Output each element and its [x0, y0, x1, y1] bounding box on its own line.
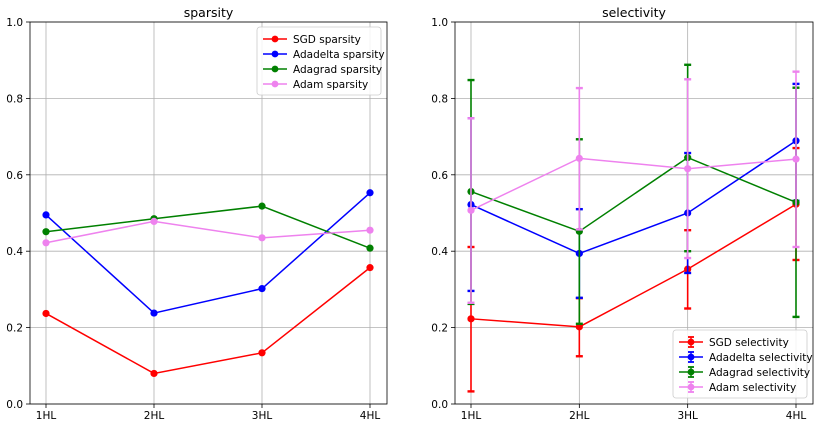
legend-marker [271, 80, 279, 88]
y-tick-label: 0.6 [6, 170, 23, 182]
data-point [258, 349, 266, 357]
data-point [366, 226, 374, 234]
data-point [42, 211, 50, 219]
y-tick-label: 0.2 [431, 323, 448, 335]
legend-entry: Adam sparsity [263, 79, 368, 91]
legend-entry: SGD sparsity [263, 34, 361, 46]
y-tick-label: 0.4 [431, 246, 448, 258]
x-tick-label: 2HL [569, 410, 590, 422]
legend-entry: Adagrad selectivity [679, 366, 810, 379]
series-4 [42, 217, 374, 247]
data-point [467, 206, 475, 214]
chart-title: selectivity [602, 5, 666, 20]
series-3 [42, 202, 374, 252]
x-tick-label: 2HL [144, 410, 165, 422]
y-tick-label: 0.4 [6, 246, 23, 258]
y-tick-label: 0.8 [431, 93, 448, 105]
series-line [45, 220, 371, 244]
series-3 [467, 63, 800, 325]
data-point [42, 239, 50, 247]
y-tick-label: 0.0 [431, 399, 448, 411]
legend-entry: SGD selectivity [679, 336, 789, 349]
x-tick-label: 4HL [786, 410, 807, 422]
data-point [42, 309, 50, 318]
data-point [366, 244, 374, 252]
legend-entry: Adadelta selectivity [679, 351, 813, 364]
data-point [258, 234, 266, 242]
data-point [575, 323, 583, 331]
legend-box [256, 26, 382, 96]
data-point [150, 309, 158, 317]
legend-label: Adadelta selectivity [709, 352, 813, 364]
legend-marker [687, 353, 695, 361]
x-tick-label: 1HL [36, 410, 57, 422]
series-line [470, 140, 797, 255]
legend-label: Adadelta sparsity [293, 49, 385, 61]
legend-label: SGD selectivity [709, 337, 789, 349]
legend-label: Adagrad sparsity [293, 64, 382, 76]
y-tick-label: 0.0 [6, 399, 23, 411]
data-point [258, 202, 266, 210]
x-tick-label: 4HL [360, 410, 381, 422]
series-2 [467, 82, 800, 300]
data-point [792, 155, 800, 163]
y-tick-label: 0.6 [431, 170, 448, 182]
series-line [45, 192, 371, 314]
data-point [150, 217, 158, 226]
y-tick-label: 1.0 [6, 17, 23, 29]
chart-panel-2: 0.0 0.2 0.4 0.6 0.8 1.0 1HL 2HL 3HL 4HL selectivit… [431, 5, 814, 422]
y-tick-label: 0.2 [6, 323, 23, 335]
legend: SGD selectivity Adadelta selectivity Adagr… [672, 329, 813, 399]
legend-marker [271, 65, 279, 73]
chart-title: sparsity [184, 5, 234, 20]
series-line [45, 267, 371, 375]
axes-frame [29, 21, 388, 405]
legend: SGD sparsity Adadelta sparsity Adagrad spa… [256, 26, 385, 96]
legend-marker [271, 50, 279, 58]
series-4 [467, 70, 800, 304]
legend-marker [271, 35, 279, 43]
series-1 [42, 264, 374, 378]
legend-label: SGD sparsity [293, 34, 361, 46]
chart-panel-1: 0.0 0.2 0.4 0.6 0.8 1.0 1HL 2HL 3HL 4HL sparsity SG… [6, 5, 388, 422]
legend-box [672, 329, 808, 399]
legend-label: Adam sparsity [293, 79, 368, 91]
legend-entry: Adam selectivity [679, 381, 796, 394]
data-point [366, 189, 374, 197]
data-point [258, 285, 266, 293]
x-tick-label: 1HL [461, 410, 482, 422]
legend-label: Adagrad selectivity [709, 367, 810, 379]
legend-marker [687, 383, 695, 391]
data-point [366, 264, 374, 272]
legend-entry: Adagrad sparsity [263, 64, 382, 76]
legend-entry: Adadelta sparsity [263, 49, 385, 61]
data-point [150, 369, 158, 378]
data-point [684, 165, 692, 173]
series-line [470, 203, 797, 328]
x-tick-label: 3HL [252, 410, 273, 422]
legend-marker [687, 338, 695, 346]
data-point [575, 154, 583, 162]
series-line [45, 205, 371, 249]
data-point [42, 228, 50, 236]
axes-frame [454, 21, 814, 405]
series-line [470, 156, 797, 233]
series-2 [42, 189, 374, 317]
data-point [467, 315, 475, 323]
y-tick-label: 0.8 [6, 93, 23, 105]
series-line [470, 157, 797, 212]
legend-label: Adam selectivity [709, 382, 796, 394]
y-tick-label: 1.0 [431, 17, 448, 29]
legend-marker [687, 368, 695, 376]
x-tick-label: 3HL [677, 410, 698, 422]
